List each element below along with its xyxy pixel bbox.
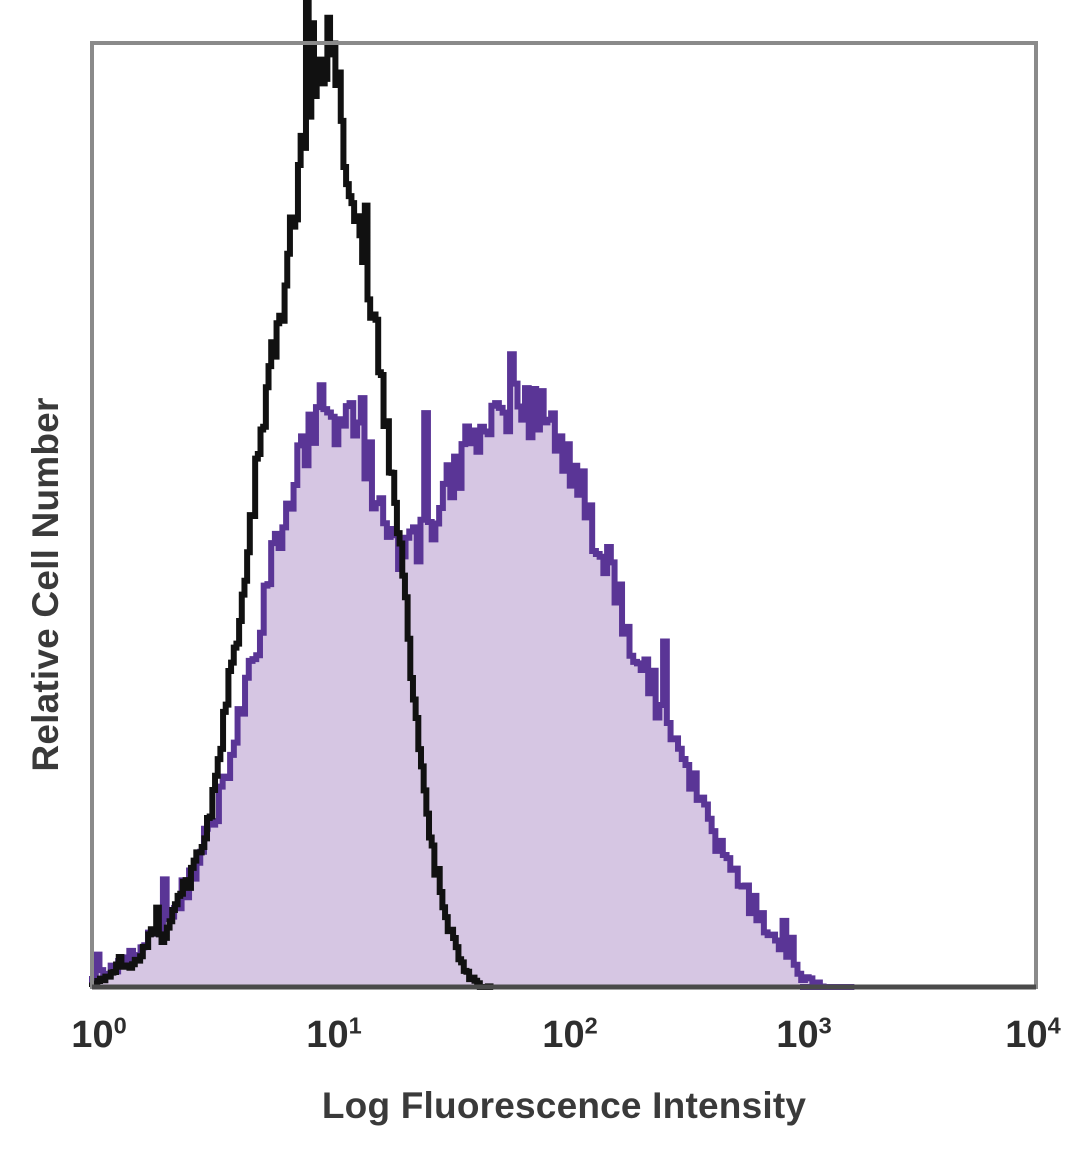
x-tick-exponent: 1	[348, 1012, 362, 1039]
x-tick-mantissa: 10	[71, 1014, 114, 1056]
x-tick-mantissa: 10	[776, 1014, 819, 1056]
x-axis-label: Log Fluorescence Intensity	[321, 1085, 807, 1126]
x-tick-label-1e2: 102	[542, 1014, 597, 1057]
x-tick-mantissa: 10	[306, 1014, 349, 1056]
violet-histogram-fill	[92, 354, 824, 987]
x-tick-label-1e4: 104	[1005, 1014, 1060, 1057]
x-tick-exponent: 4	[1047, 1012, 1061, 1039]
x-tick-exponent: 0	[113, 1012, 127, 1039]
x-tick-exponent: 3	[818, 1012, 832, 1039]
x-tick-label-1e0: 100	[71, 1014, 126, 1057]
x-tick-mantissa: 10	[542, 1014, 585, 1056]
black-histogram-outline	[89, 0, 494, 990]
x-tick-exponent: 2	[584, 1012, 598, 1039]
violet-histogram-outline	[89, 351, 827, 990]
x-tick-mantissa: 10	[1005, 1014, 1048, 1056]
x-tick-label-1e1: 101	[306, 1014, 361, 1057]
x-tick-label-1e3: 103	[776, 1014, 831, 1057]
